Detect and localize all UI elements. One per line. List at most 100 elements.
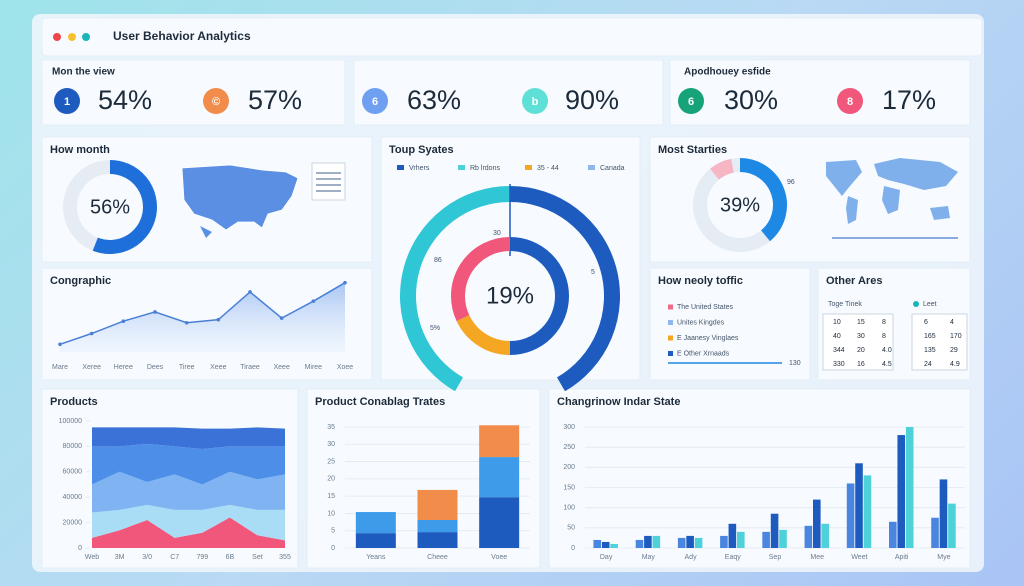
y-tick-label: 200 <box>563 464 575 471</box>
kpi-panel <box>669 59 971 126</box>
legend-label: Rb lrdons <box>470 165 500 172</box>
line-point <box>279 316 284 320</box>
x-tick-label: Ady <box>685 554 698 561</box>
bar <box>737 531 745 548</box>
x-tick-label: 799 <box>196 554 208 561</box>
panel-title: Most Starties <box>658 144 727 156</box>
x-tick-label: Mye <box>937 554 950 561</box>
area-layer <box>92 471 285 513</box>
donut-label: 39% <box>720 194 760 216</box>
donut-label: 56% <box>90 196 130 218</box>
kpi-panel <box>353 59 664 126</box>
line-point <box>121 319 126 324</box>
header-bar <box>41 17 983 57</box>
window-dot <box>82 33 90 41</box>
bar-segment <box>355 512 396 534</box>
bar <box>601 541 610 548</box>
bar <box>644 535 652 548</box>
kpi-value: 63% <box>407 85 461 115</box>
x-tick-label: Sep <box>769 554 782 561</box>
bar <box>931 517 939 548</box>
donut-segment <box>693 168 770 252</box>
kpi-icon-glyph: 6 <box>688 96 694 108</box>
panel-title: Products <box>50 396 98 408</box>
table-cell: 20 <box>857 347 865 354</box>
line-point <box>153 310 157 314</box>
bar <box>863 475 872 548</box>
x-tick-label: Mare <box>52 364 68 371</box>
kpi-icon-glyph: 8 <box>847 96 853 108</box>
table-cell: 8 <box>882 333 886 340</box>
table-cell: 30 <box>857 333 865 340</box>
bar <box>677 537 686 548</box>
x-tick-label: Eaqy <box>725 554 741 561</box>
panel-title: How neoly toffic <box>658 275 743 287</box>
kpi-icon <box>678 88 704 114</box>
x-tick-label: Yeans <box>366 554 386 561</box>
gauge-outer-segment <box>509 186 620 392</box>
x-tick-label: Voee <box>491 554 507 561</box>
bar-segment <box>417 489 458 520</box>
bar-segment <box>479 497 520 548</box>
bar-segment <box>355 533 396 548</box>
x-tick-label: 3M <box>115 554 125 561</box>
list-swatch <box>668 335 673 341</box>
kpi-value: 57% <box>248 85 302 115</box>
kpi-group-title: Apodhouey esfide <box>684 67 771 78</box>
area-layer <box>92 517 285 548</box>
kpi-value: 90% <box>565 85 619 115</box>
legend-dot <box>913 301 919 307</box>
x-tick-label: Xeree <box>82 364 101 371</box>
y-tick-label: 80000 <box>63 443 83 450</box>
mini-table <box>911 313 968 371</box>
list-swatch <box>668 304 673 310</box>
y-tick-label: 50 <box>567 525 575 532</box>
table-cell: 4.0 <box>882 347 892 354</box>
bar <box>948 503 956 548</box>
gauge-outer-segment <box>400 186 511 392</box>
bar-segment <box>417 519 458 533</box>
y-tick-label: 100000 <box>59 418 82 425</box>
table-cell: 24 <box>924 361 932 368</box>
y-tick-label: 40000 <box>63 494 83 501</box>
kpi-panel <box>41 59 346 126</box>
area-layer <box>92 504 285 541</box>
panel-title: Other Ares <box>826 275 882 287</box>
y-tick-label: 60000 <box>63 469 83 476</box>
panel-title: Toup Syates <box>389 144 454 156</box>
x-tick-label: Cheee <box>427 554 448 561</box>
donut-segment <box>92 160 157 254</box>
kpi-icon <box>54 88 80 114</box>
line-point <box>216 317 221 322</box>
x-tick-label: Miree <box>305 364 323 371</box>
bar <box>889 521 897 548</box>
line-point <box>311 299 316 303</box>
x-tick-label: Dees <box>147 364 164 371</box>
bar <box>939 479 948 548</box>
bar-segment <box>479 425 520 458</box>
map-us <box>181 164 299 231</box>
y-tick-label: 15 <box>327 493 335 500</box>
y-tick-label: 20 <box>327 476 335 483</box>
table-cell: 4.9 <box>950 361 960 368</box>
bar <box>652 535 661 548</box>
window-dot <box>68 33 76 41</box>
legend-label: 35 - 44 <box>537 165 559 172</box>
bar-segment <box>479 457 520 498</box>
x-tick-label: Weet <box>851 554 867 561</box>
gauge-inner-segment <box>456 314 511 355</box>
donut-segment <box>710 158 735 180</box>
gauge-ring-label: 30 <box>493 230 501 237</box>
bar <box>897 435 906 548</box>
kpi-icon-glyph: 1 <box>64 96 70 108</box>
kpi-icon <box>362 88 388 114</box>
map-world <box>826 158 958 224</box>
window-dot <box>53 33 61 41</box>
legend-swatch <box>588 165 595 170</box>
gauge-ring-label: 5% <box>430 325 440 332</box>
legend-swatch <box>525 165 532 170</box>
table-cell: 29 <box>950 347 958 354</box>
x-tick-label: 355 <box>279 554 291 561</box>
bar <box>905 427 914 548</box>
